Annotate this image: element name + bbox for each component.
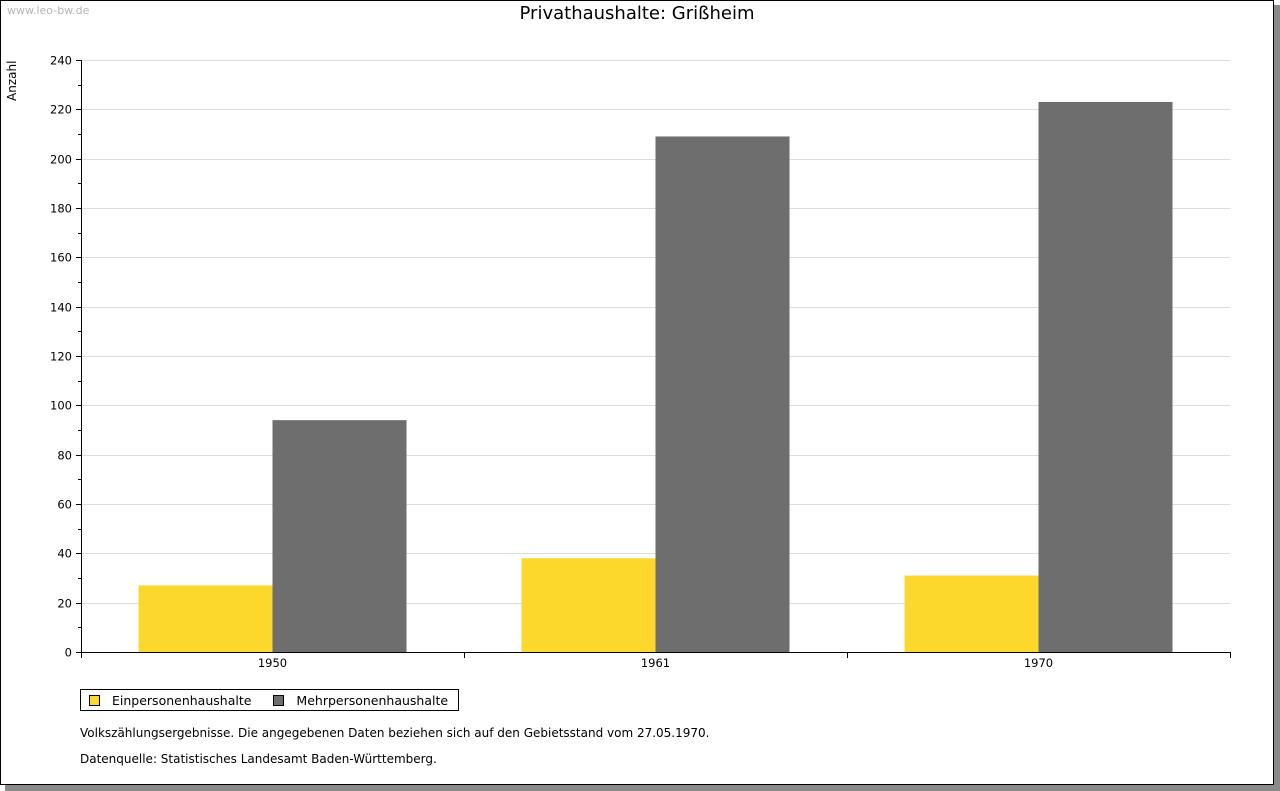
y-tick-label: 120 (50, 350, 72, 364)
bar-mehrpersonen-1961 (655, 136, 790, 652)
x-tick-label: 1970 (1024, 656, 1053, 670)
footnote-census: Volkszählungsergebnisse. Die angegebenen… (80, 726, 710, 740)
legend-swatch-einpersonen (89, 694, 100, 706)
y-tick-label: 160 (50, 251, 72, 265)
frame-shadow-right (1274, 5, 1280, 791)
y-tick-label: 40 (57, 547, 72, 561)
y-tick-label: 0 (65, 646, 72, 660)
legend-item-einpersonen: Einpersonenhaushalte (89, 693, 251, 708)
legend-label-einpersonen: Einpersonenhaushalte (112, 692, 252, 708)
bar-mehrpersonen-1950 (272, 420, 407, 652)
bar-einpersonen-1970 (904, 575, 1039, 652)
x-tick-label: 1961 (641, 656, 670, 670)
y-tick-label: 20 (57, 597, 72, 611)
y-tick-label: 80 (57, 449, 72, 463)
y-tick-label: 180 (50, 202, 72, 216)
footnote-source: Datenquelle: Statistisches Landesamt Bad… (80, 752, 437, 766)
bar-einpersonen-1961 (521, 558, 656, 652)
y-tick-label: 140 (50, 301, 72, 315)
legend: Einpersonenhaushalte Mehrpersonenhaushal… (80, 689, 460, 711)
y-tick-label: 60 (57, 498, 72, 512)
x-tick-label: 1950 (258, 656, 287, 670)
legend-swatch-mehrpersonen (273, 694, 285, 706)
bar-einpersonen-1950 (138, 585, 273, 652)
y-tick-label: 200 (50, 153, 72, 167)
chart-title: Privathaushalte: Grißheim (519, 3, 755, 24)
watermark: www.leo-bw.de (7, 4, 90, 17)
frame-shadow-bottom (5, 785, 1280, 791)
bar-mehrpersonen-1970 (1038, 101, 1173, 652)
y-tick-label: 220 (50, 103, 72, 117)
y-tick-label: 100 (50, 399, 72, 413)
y-tick-label: 240 (50, 54, 72, 68)
legend-item-mehrpersonen: Mehrpersonenhaushalte (273, 693, 448, 708)
legend-label-mehrpersonen: Mehrpersonenhaushalte (296, 692, 449, 708)
